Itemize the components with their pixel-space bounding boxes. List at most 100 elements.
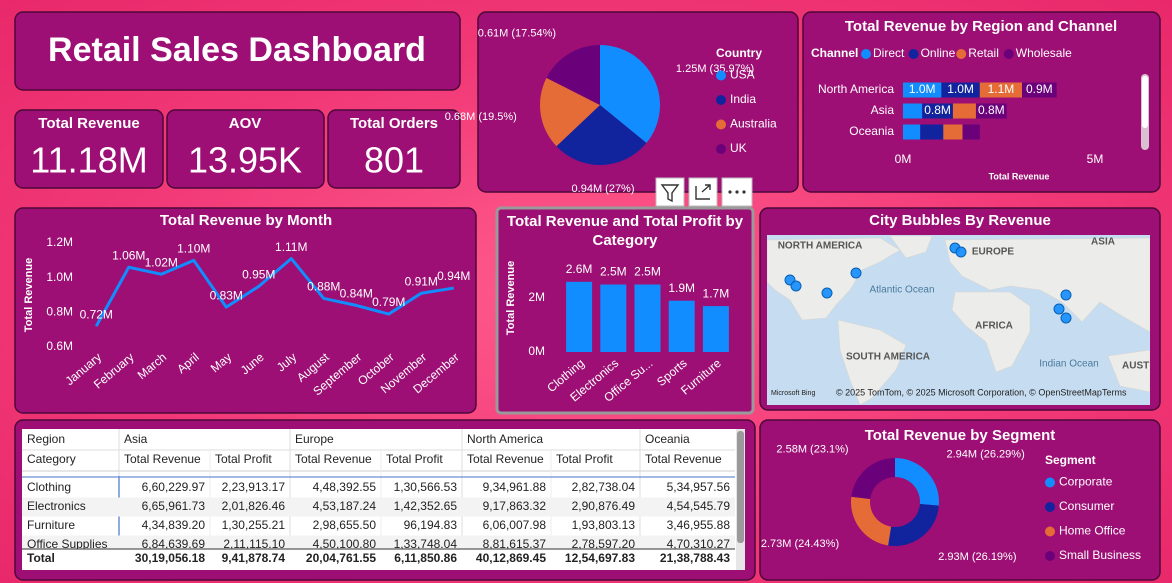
bar-segment [962, 124, 980, 140]
data-label: 2.5M [634, 265, 661, 279]
cell: Office Supplies [27, 537, 108, 551]
land [837, 319, 907, 405]
map-terms[interactable]: Terms [1102, 387, 1127, 397]
kpi-value: 11.18M [30, 140, 147, 181]
legend-swatch [1003, 49, 1014, 59]
cell: Furniture [27, 518, 75, 532]
city-bubble[interactable] [1053, 303, 1065, 315]
dot [728, 190, 732, 194]
data-label: 1.0M [947, 82, 974, 96]
visual-header [655, 177, 753, 207]
bar-segment [903, 82, 942, 98]
legend-swatch [716, 119, 726, 130]
legend-label: UK [730, 141, 747, 155]
pie-slice [895, 458, 940, 506]
cell: 2,01,826.46 [222, 499, 286, 513]
data-label: 1.11M [275, 240, 307, 254]
city-bubble[interactable] [850, 267, 862, 279]
scroll-thumb[interactable] [1142, 76, 1148, 128]
y-tick-label: 1.0M [46, 270, 73, 284]
data-label: 0.68M (19.5%) [445, 111, 517, 123]
data-label: 0.94M [437, 269, 470, 283]
city-bubble[interactable] [790, 280, 802, 292]
bar [668, 300, 695, 352]
data-label: 2.6M [566, 262, 593, 276]
data-label: 0.95M [242, 268, 275, 282]
legend-label: Australia [730, 117, 777, 131]
data-label: 1.10M [177, 242, 210, 256]
bar-segment [941, 82, 980, 98]
land [951, 291, 1031, 373]
bar-segment [903, 103, 923, 119]
total-cell: 6,11,850.86 [394, 551, 457, 565]
data-label: 1.9M [668, 281, 695, 295]
map-attribution: © 2025 TomTom, © 2025 Microsoft Corporat… [836, 387, 1102, 397]
x-tick-label: 5M [1087, 152, 1104, 166]
total-cell: 30,19,056.18 [135, 551, 205, 565]
cell: 4,53,187.24 [313, 499, 377, 513]
bar-segment [979, 82, 1023, 98]
y-tick-label: 0M [528, 344, 545, 358]
pie-slice [540, 77, 600, 147]
total-band [22, 549, 735, 570]
data-label: 0.9M [1026, 82, 1053, 96]
bar-segment [903, 124, 921, 140]
cell: 8,81,615.37 [483, 537, 547, 551]
map-label: Atlantic Ocean [869, 285, 934, 296]
cell: 3,46,955.88 [667, 518, 731, 532]
land [1107, 349, 1150, 393]
bar [600, 284, 627, 352]
data-label: 1.1M [988, 82, 1015, 96]
data-label: 0.88M [307, 280, 340, 294]
city-bubble[interactable] [821, 287, 833, 299]
total-cell: 20,04,761.55 [306, 551, 376, 565]
panel [166, 109, 325, 189]
column-group: Asia [124, 432, 148, 446]
legend-swatch [1045, 526, 1055, 537]
bar-segment [952, 103, 976, 119]
table-body: Region Asia Europe North America Oceania Cate… [22, 429, 735, 570]
cell: 9,34,961.88 [483, 480, 547, 494]
column-group: Europe [295, 432, 334, 446]
y-tick-label: North America [818, 82, 894, 96]
data-label: 0.61M (17.54%) [478, 27, 556, 39]
city-bubble[interactable] [1060, 312, 1072, 324]
column-group: Region [27, 432, 65, 446]
total-cell: 21,38,788.43 [660, 551, 730, 565]
map-label: SOUTH AMERICA [846, 352, 930, 363]
city-bubble[interactable] [1060, 289, 1072, 301]
kpi-value: 801 [364, 140, 424, 181]
data-label: 1.06M [112, 248, 145, 262]
city-bubble[interactable] [955, 246, 967, 258]
x-tick-label: 0M [895, 152, 912, 166]
legend-swatch [1045, 477, 1055, 488]
column-header: Total Profit [386, 452, 443, 466]
map-label: ASIA [1091, 237, 1115, 248]
legend-label: USA [730, 68, 755, 82]
chart-title: Total Revenue by Segment [865, 427, 1056, 444]
land [889, 235, 933, 259]
total-cell: 40,12,869.45 [476, 551, 546, 565]
map-label: NORTH AMERICA [778, 241, 863, 252]
data-label: 1.7M [703, 286, 730, 300]
cell: 4,54,545.79 [667, 499, 731, 513]
cell: 6,60,229.97 [142, 480, 206, 494]
bar-segment [1022, 82, 1057, 98]
legend-label: Small Business [1059, 548, 1141, 562]
scroll-thumb[interactable] [737, 431, 744, 543]
pie-slice [851, 458, 895, 499]
data-label: 1.25M (35.97%) [676, 63, 754, 75]
legend-label: Online [921, 46, 956, 60]
legend-swatch [861, 49, 871, 59]
pie-slice [546, 45, 600, 105]
y-tick-label: 1.2M [46, 235, 73, 249]
chart-title: Total Revenue by Month [160, 212, 332, 229]
legend-label: Wholesale [1016, 46, 1072, 60]
data-label: 0.8M [924, 103, 951, 117]
kpi-label: Total Orders [350, 115, 438, 132]
filter-icon[interactable] [655, 177, 685, 207]
legend-title: Segment [1045, 453, 1096, 467]
data-label: 0.8M [978, 103, 1005, 117]
map: NORTH AMERICA EUROPE ASIA Atlantic Ocean… [767, 235, 1150, 405]
